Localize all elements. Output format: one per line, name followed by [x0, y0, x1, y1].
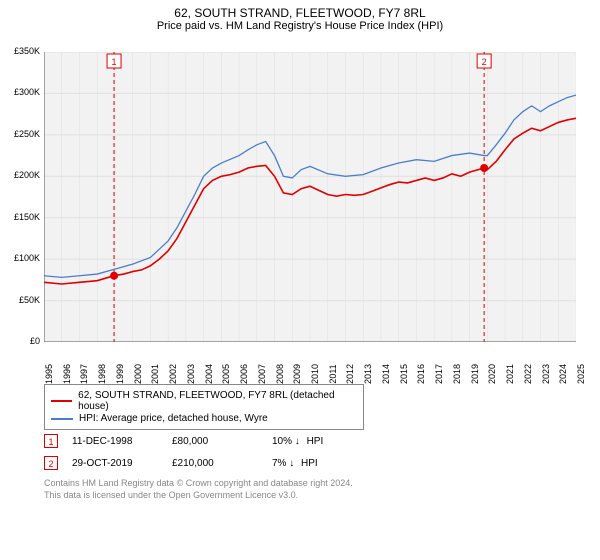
sale-vs-2: HPI [301, 458, 318, 469]
legend-item-property: 62, SOUTH STRAND, FLEETWOOD, FY7 8RL (de… [51, 390, 357, 412]
attribution-text: Contains HM Land Registry data © Crown c… [44, 478, 564, 501]
y-tick-label: £50K [2, 295, 40, 305]
legend-item-hpi: HPI: Average price, detached house, Wyre [51, 413, 357, 424]
x-tick-label: 2015 [399, 364, 409, 384]
x-tick-label: 2010 [310, 364, 320, 384]
sale-price-2: £210,000 [172, 458, 242, 469]
y-tick-label: £100K [2, 253, 40, 263]
sale-row-1: 1 11-DEC-1998 £80,000 10% ↓ HPI [44, 432, 576, 450]
x-tick-label: 2001 [150, 364, 160, 384]
x-tick-label: 1996 [62, 364, 72, 384]
y-tick-label: £250K [2, 129, 40, 139]
x-tick-label: 2024 [558, 364, 568, 384]
sale-vs-1: HPI [307, 436, 324, 447]
attribution-line1: Contains HM Land Registry data © Crown c… [44, 478, 564, 490]
x-tick-label: 2009 [292, 364, 302, 384]
x-tick-label: 2007 [257, 364, 267, 384]
x-tick-label: 2008 [275, 364, 285, 384]
arrow-down-icon: ↓ [289, 458, 294, 469]
attribution-line2: This data is licensed under the Open Gov… [44, 490, 564, 502]
y-tick-label: £150K [2, 212, 40, 222]
y-tick-label: £300K [2, 87, 40, 97]
svg-text:2: 2 [482, 57, 487, 67]
chart-title: 62, SOUTH STRAND, FLEETWOOD, FY7 8RL [0, 0, 600, 20]
x-tick-label: 2004 [204, 364, 214, 384]
arrow-down-icon: ↓ [295, 436, 300, 447]
x-tick-label: 1997 [79, 364, 89, 384]
x-tick-label: 2018 [452, 364, 462, 384]
x-tick-label: 2005 [221, 364, 231, 384]
legend-swatch-hpi [51, 418, 73, 420]
x-tick-label: 2022 [523, 364, 533, 384]
page: 62, SOUTH STRAND, FLEETWOOD, FY7 8RL Pri… [0, 0, 600, 560]
x-tick-label: 2025 [576, 364, 586, 384]
x-tick-label: 2014 [381, 364, 391, 384]
sale-badge-1: 1 [44, 434, 58, 448]
x-tick-label: 2023 [541, 364, 551, 384]
sale-row-2: 2 29-OCT-2019 £210,000 7% ↓ HPI [44, 454, 576, 472]
legend-swatch-property [51, 400, 72, 402]
chart-subtitle: Price paid vs. HM Land Registry's House … [0, 20, 600, 36]
x-tick-label: 2017 [434, 364, 444, 384]
chart-area: £0£50K£100K£150K£200K£250K£300K£350K 12 … [0, 42, 600, 382]
y-tick-label: £350K [2, 46, 40, 56]
sale-date-1: 11-DEC-1998 [72, 436, 142, 447]
legend-label-hpi: HPI: Average price, detached house, Wyre [79, 413, 268, 424]
sales-table: 1 11-DEC-1998 £80,000 10% ↓ HPI 2 29-OCT… [44, 428, 576, 476]
sale-pct-2: 7% ↓ HPI [272, 458, 342, 469]
x-tick-label: 2020 [487, 364, 497, 384]
sale-price-1: £80,000 [172, 436, 242, 447]
x-tick-label: 2013 [363, 364, 373, 384]
sale-pct-value-1: 10% [272, 436, 292, 447]
svg-text:1: 1 [112, 57, 117, 67]
x-tick-label: 2016 [416, 364, 426, 384]
plot-region: 12 [44, 52, 576, 342]
y-tick-label: £200K [2, 170, 40, 180]
chart-svg: 12 [44, 52, 576, 342]
x-tick-label: 2012 [345, 364, 355, 384]
sale-badge-2: 2 [44, 456, 58, 470]
sale-pct-value-2: 7% [272, 458, 286, 469]
x-tick-label: 2011 [328, 364, 338, 383]
legend-label-property: 62, SOUTH STRAND, FLEETWOOD, FY7 8RL (de… [78, 390, 357, 412]
x-tick-label: 2006 [239, 364, 249, 384]
x-axis-labels: 1995199619971998199920002001200220032004… [44, 346, 576, 376]
x-tick-label: 2019 [470, 364, 480, 384]
x-tick-label: 2002 [168, 364, 178, 384]
x-tick-label: 2003 [186, 364, 196, 384]
sale-pct-1: 10% ↓ HPI [272, 436, 342, 447]
x-tick-label: 1999 [115, 364, 125, 384]
x-tick-label: 1995 [44, 364, 54, 384]
x-tick-label: 2000 [133, 364, 143, 384]
x-tick-label: 2021 [505, 364, 515, 384]
legend-box: 62, SOUTH STRAND, FLEETWOOD, FY7 8RL (de… [44, 384, 364, 430]
x-tick-label: 1998 [97, 364, 107, 384]
y-tick-label: £0 [2, 336, 40, 346]
sale-date-2: 29-OCT-2019 [72, 458, 142, 469]
